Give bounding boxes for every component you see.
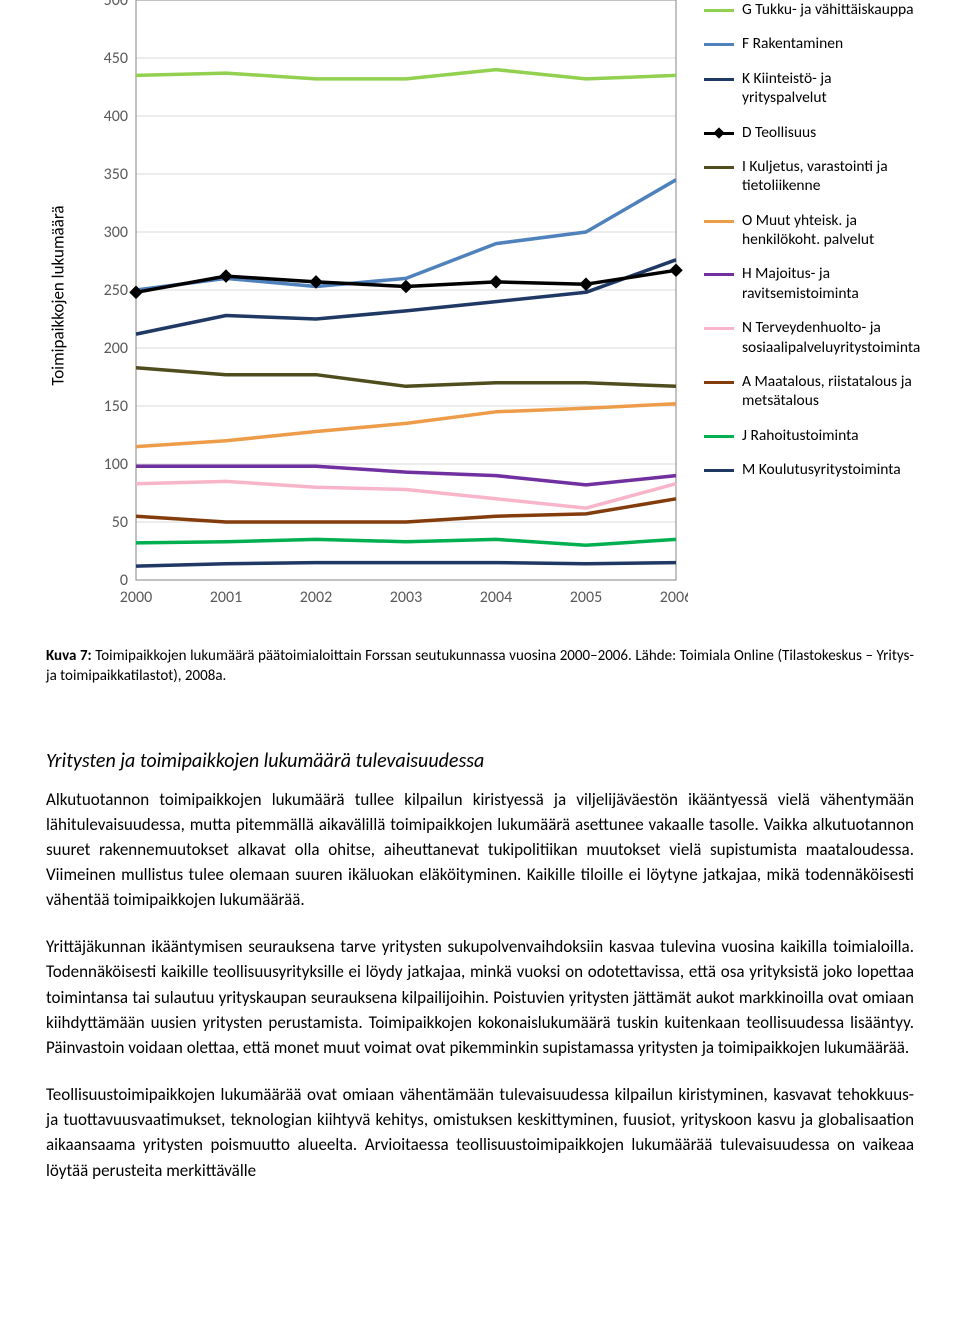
legend-swatch	[704, 9, 734, 12]
svg-text:100: 100	[104, 455, 128, 474]
svg-text:150: 150	[104, 397, 128, 416]
svg-text:450: 450	[104, 49, 128, 68]
legend-item: J Rahoitustoiminta	[704, 426, 914, 445]
legend-swatch	[704, 166, 734, 169]
svg-text:400: 400	[104, 107, 128, 126]
legend-item: F Rakentaminen	[704, 34, 914, 53]
svg-text:2001: 2001	[210, 588, 242, 607]
body-paragraph: Yrittäjäkunnan ikääntymisen seurauksena …	[46, 934, 914, 1060]
legend-item: H Majoitus- ja ravitsemistoiminta	[704, 264, 914, 303]
svg-text:300: 300	[104, 223, 128, 242]
svg-text:250: 250	[104, 281, 128, 300]
svg-text:2000: 2000	[120, 588, 152, 607]
legend-label: I Kuljetus, varastointi ja tietoliikenne	[742, 157, 914, 196]
svg-text:2002: 2002	[300, 588, 332, 607]
legend-item: A Maatalous, riistatalous ja metsätalous	[704, 372, 914, 411]
legend-item: O Muut yhteisk. ja henkilökoht. palvelut	[704, 211, 914, 250]
legend-swatch	[704, 327, 734, 330]
legend-swatch	[704, 132, 734, 135]
legend-label: H Majoitus- ja ravitsemistoiminta	[742, 264, 914, 303]
legend-label: J Rahoitustoiminta	[742, 426, 859, 445]
svg-text:2005: 2005	[570, 588, 602, 607]
legend-label: M Koulutusyritystoiminta	[742, 460, 901, 479]
legend-item: M Koulutusyritystoiminta	[704, 460, 914, 479]
legend-label: G Tukku- ja vähittäiskauppa	[742, 0, 914, 19]
svg-text:2003: 2003	[390, 588, 422, 607]
legend-swatch	[704, 435, 734, 438]
legend-item: G Tukku- ja vähittäiskauppa	[704, 0, 914, 19]
legend-label: O Muut yhteisk. ja henkilökoht. palvelut	[742, 211, 914, 250]
y-axis-label: Toimipaikkojen lukumäärä	[48, 205, 69, 385]
body-paragraph: Teollisuustoimipaikkojen lukumäärää ovat…	[46, 1082, 914, 1183]
section-subhead: Yritysten ja toimipaikkojen lukumäärä tu…	[46, 749, 914, 773]
legend-swatch	[704, 43, 734, 46]
legend-item: N Terveydenhuolto- ja sosiaalipalveluyri…	[704, 318, 914, 357]
legend-item: I Kuljetus, varastointi ja tietoliikenne	[704, 157, 914, 196]
svg-text:350: 350	[104, 165, 128, 184]
svg-text:2006: 2006	[660, 588, 688, 607]
figure-caption: Kuva 7: Toimipaikkojen lukumäärä päätoim…	[46, 646, 914, 687]
legend-label: F Rakentaminen	[742, 34, 843, 53]
legend-swatch	[704, 469, 734, 472]
legend-item: K Kiinteistö- ja yrityspalvelut	[704, 69, 914, 108]
legend-swatch	[704, 78, 734, 81]
body-paragraph: Alkutuotannon toimipaikkojen lukumäärä t…	[46, 787, 914, 913]
legend: G Tukku- ja vähittäiskauppa F Rakentamine…	[704, 0, 914, 494]
legend-label: A Maatalous, riistatalous ja metsätalous	[742, 372, 914, 411]
svg-text:500: 500	[104, 0, 128, 10]
legend-label: D Teollisuus	[742, 123, 816, 142]
caption-label: Kuva 7:	[46, 647, 92, 665]
legend-swatch	[704, 220, 734, 223]
line-chart: 0501001502002503003504004505002000200120…	[86, 0, 688, 620]
legend-item: D Teollisuus	[704, 123, 914, 142]
legend-swatch	[704, 381, 734, 384]
legend-label: N Terveydenhuolto- ja sosiaalipalveluyri…	[742, 318, 920, 357]
svg-text:2004: 2004	[480, 588, 512, 607]
svg-text:200: 200	[104, 339, 128, 358]
legend-label: K Kiinteistö- ja yrityspalvelut	[742, 69, 914, 108]
legend-swatch	[704, 273, 734, 276]
svg-text:50: 50	[112, 513, 128, 532]
chart-area: Toimipaikkojen lukumäärä 050100150200250…	[46, 0, 914, 620]
caption-text: Toimipaikkojen lukumäärä päätoimialoitta…	[46, 647, 914, 685]
